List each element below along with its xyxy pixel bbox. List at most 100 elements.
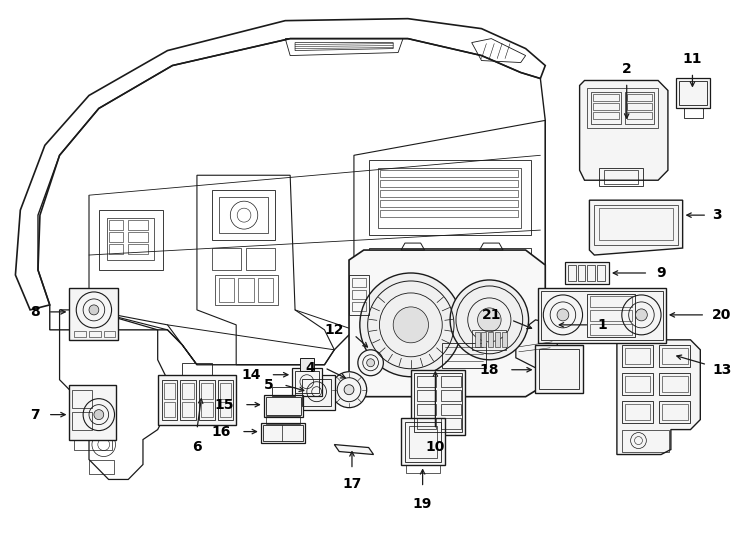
Bar — [590, 296, 632, 307]
Bar — [441, 390, 461, 401]
Circle shape — [360, 273, 462, 377]
Bar — [414, 373, 462, 431]
Bar — [295, 371, 319, 393]
Bar — [380, 210, 517, 217]
Bar — [604, 170, 639, 184]
Bar — [625, 92, 654, 124]
Text: 15: 15 — [215, 397, 234, 411]
Bar — [201, 402, 213, 417]
Polygon shape — [580, 80, 668, 180]
Bar — [380, 180, 517, 187]
Bar — [302, 379, 331, 406]
Bar — [495, 332, 500, 347]
Bar — [211, 248, 241, 270]
Bar — [475, 332, 479, 347]
Bar — [659, 401, 691, 423]
Bar — [627, 112, 653, 119]
Bar — [578, 265, 586, 281]
Circle shape — [344, 384, 354, 395]
Polygon shape — [334, 444, 374, 455]
Bar — [662, 376, 688, 392]
Text: 16: 16 — [212, 424, 231, 438]
Bar — [539, 349, 578, 389]
Bar — [377, 292, 446, 305]
Bar — [595, 205, 677, 245]
Bar — [103, 331, 115, 337]
Bar — [266, 416, 300, 423]
Bar — [441, 376, 461, 387]
Bar — [622, 373, 653, 395]
Bar — [457, 275, 517, 288]
Bar — [161, 380, 178, 420]
Bar — [625, 376, 650, 392]
Bar — [374, 255, 450, 315]
Bar — [568, 265, 575, 281]
Bar — [625, 404, 650, 420]
Circle shape — [636, 309, 647, 321]
Circle shape — [450, 280, 528, 360]
Bar — [79, 395, 99, 407]
Bar — [128, 244, 148, 254]
Bar — [593, 112, 619, 119]
Bar — [417, 417, 436, 429]
Bar — [219, 197, 268, 233]
Bar — [70, 288, 118, 340]
Bar — [401, 417, 446, 465]
Bar — [263, 424, 303, 441]
Text: 21: 21 — [482, 308, 501, 322]
Bar — [158, 375, 236, 424]
Bar — [627, 94, 653, 102]
Bar — [502, 332, 507, 347]
Bar — [214, 275, 278, 305]
Bar — [246, 248, 275, 270]
Bar — [74, 440, 112, 449]
Text: 19: 19 — [413, 497, 432, 511]
Bar — [597, 265, 605, 281]
Bar — [599, 208, 673, 240]
Bar — [217, 380, 233, 420]
Bar — [73, 411, 92, 430]
Bar — [109, 232, 123, 242]
Bar — [443, 343, 487, 368]
Bar — [199, 380, 214, 420]
Bar — [405, 422, 441, 462]
Bar — [622, 345, 653, 367]
Bar — [73, 390, 92, 408]
Text: 5: 5 — [264, 377, 274, 392]
Bar — [587, 89, 658, 129]
Bar — [74, 390, 103, 411]
Bar — [659, 373, 691, 395]
Bar — [99, 210, 163, 270]
Bar — [587, 294, 635, 337]
Circle shape — [557, 309, 569, 321]
Bar — [441, 404, 461, 415]
Bar — [587, 265, 595, 281]
Bar — [182, 402, 194, 417]
Text: 12: 12 — [324, 323, 344, 337]
Bar — [266, 397, 301, 415]
Bar — [94, 417, 112, 431]
Polygon shape — [617, 340, 700, 455]
Bar — [593, 94, 619, 102]
Bar — [238, 278, 254, 302]
Text: 10: 10 — [426, 440, 445, 454]
Bar — [417, 390, 436, 401]
Circle shape — [94, 410, 103, 420]
Bar — [258, 278, 274, 302]
Bar — [662, 404, 688, 420]
Text: 6: 6 — [192, 440, 202, 454]
Bar — [593, 104, 619, 110]
Bar — [272, 387, 295, 396]
Bar — [352, 302, 366, 311]
Bar — [292, 368, 321, 396]
Bar — [417, 404, 436, 415]
Circle shape — [331, 372, 367, 408]
Bar — [565, 262, 609, 284]
Bar — [539, 288, 666, 343]
Circle shape — [89, 305, 99, 315]
Bar — [300, 358, 313, 371]
Bar — [659, 345, 691, 367]
Bar — [182, 383, 194, 399]
Circle shape — [478, 308, 501, 332]
Bar — [264, 395, 303, 417]
